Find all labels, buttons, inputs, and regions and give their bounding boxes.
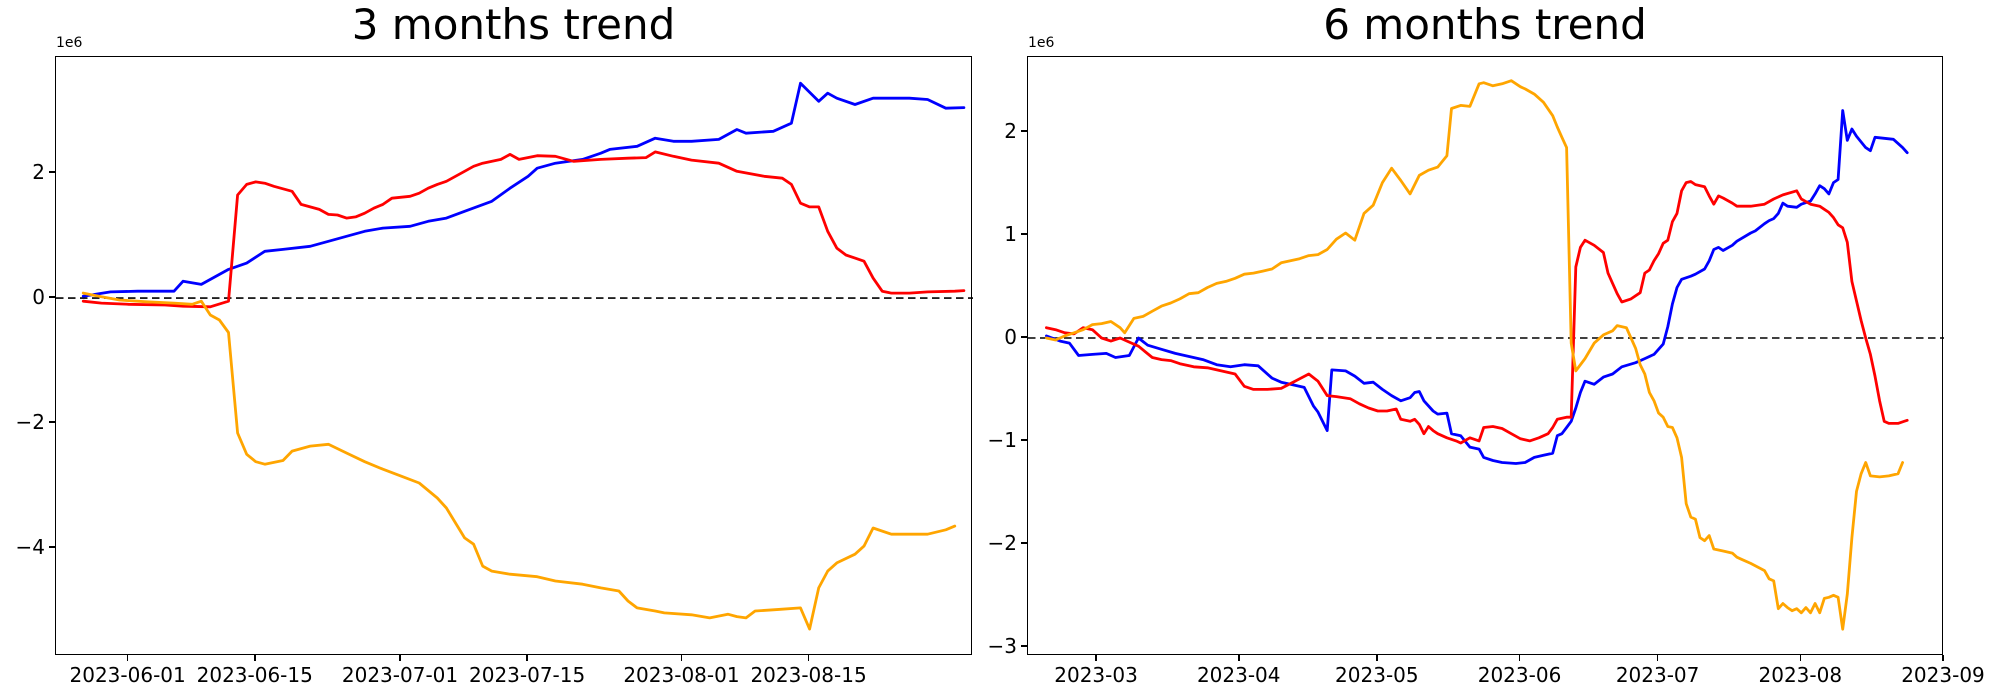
y-tick-label: −3 [987,633,1017,658]
x-tick-label: 2023-05 [1335,663,1419,687]
y-tick-label: 0 [32,285,45,310]
plot-area [1027,56,1944,655]
y-tick [1021,439,1027,441]
x-tick [1799,655,1802,661]
x-tick-label: 2023-08-01 [623,663,740,687]
line-blue [1044,109,1909,465]
y-tick [49,421,55,423]
x-tick [1237,655,1240,661]
y-tick-label: −1 [987,427,1017,452]
x-tick [1518,655,1521,661]
y-tick-label: 2 [1004,119,1017,144]
x-tick-label: 2023-06 [1477,663,1562,687]
line-blue [81,81,966,298]
plot-area [55,56,973,655]
y-axis-offset-label: 1e6 [1028,35,1055,51]
x-tick [1656,655,1659,661]
y-tick [1021,130,1027,132]
line-orange [81,291,957,631]
x-tick-label: 2023-04 [1196,663,1281,687]
y-tick-label: −2 [15,410,45,435]
x-tick [1942,655,1944,661]
y-tick [49,171,55,173]
y-tick-label: 0 [1004,324,1017,349]
y-tick-label: −2 [987,530,1017,555]
y-tick-label: 2 [32,160,45,185]
x-tick [126,655,129,661]
line-red [81,150,966,309]
x-tick-label: 2023-08-15 [750,663,867,687]
y-tick [1021,644,1027,647]
y-axis-offset-label: 1e6 [56,35,83,51]
x-tick-label: 2023-07-15 [468,663,586,687]
y-tick [49,296,55,298]
plot-svg [56,81,973,631]
x-tick-label: 2023-09 [1901,663,1985,687]
plot-svg [1028,79,1944,631]
x-tick-label: 2023-06-15 [196,663,313,687]
y-tick [1021,336,1027,338]
x-tick [253,655,256,661]
y-tick-label: −4 [15,534,45,559]
x-tick-label: 2023-08 [1758,663,1843,687]
x-tick-label: 2023-07-01 [341,663,459,687]
line-orange [1044,79,1904,631]
x-tick [1376,655,1378,661]
x-tick-label: 2023-03 [1054,663,1138,687]
chart-title: 6 months trend [1323,0,1647,49]
x-tick [1095,655,1097,661]
x-tick [807,655,810,661]
y-tick [49,546,55,548]
chart-title: 3 months trend [351,0,676,49]
y-tick [1021,542,1027,544]
x-tick [526,655,528,661]
x-tick [680,655,683,661]
x-tick-label: 2023-07 [1615,663,1700,687]
x-tick [399,655,401,661]
x-tick-label: 2023-06-01 [69,663,186,687]
line-red [1044,180,1909,445]
y-tick [1021,233,1027,235]
y-tick-label: 1 [1004,222,1017,247]
